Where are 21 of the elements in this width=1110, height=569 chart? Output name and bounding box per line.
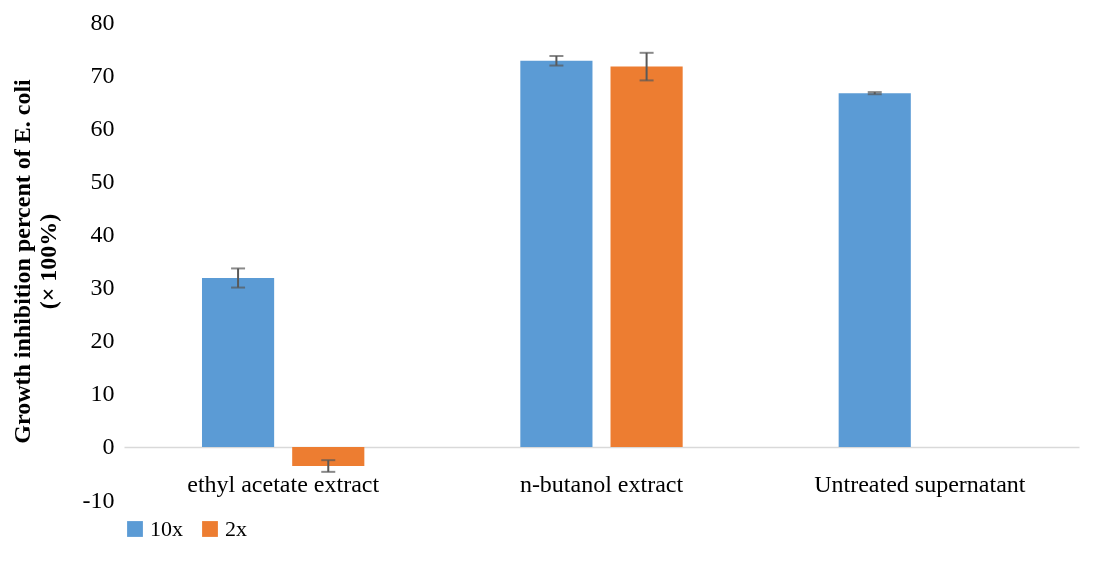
legend-label: 10x (150, 516, 183, 541)
y-axis-title: Growth inhibition percent of E. coli (× 100%) (8, 78, 61, 444)
bar (838, 93, 911, 447)
y-tick-label: 70 (90, 61, 115, 88)
y-tick-label: -10 (82, 486, 115, 513)
y-tick-label: 20 (90, 327, 115, 354)
y-tick-label: 10 (90, 380, 115, 407)
bar (610, 66, 683, 447)
y-tick-label: 60 (90, 114, 115, 141)
bar (292, 446, 365, 467)
y-tick-label: 30 (90, 274, 115, 301)
x-tick-label: n-butanol extract (519, 471, 684, 498)
x-tick-label: Untreated supernatant (814, 471, 1026, 498)
x-tick-label: ethyl acetate extract (187, 471, 380, 498)
y-tick-label: 40 (90, 220, 115, 247)
y-tick-label: 80 (90, 8, 115, 35)
bar (520, 60, 593, 447)
legend-label: 2x (225, 516, 247, 541)
y-tick-label: 50 (90, 167, 115, 194)
bar (201, 278, 275, 447)
y-tick-label: 0 (102, 433, 115, 460)
